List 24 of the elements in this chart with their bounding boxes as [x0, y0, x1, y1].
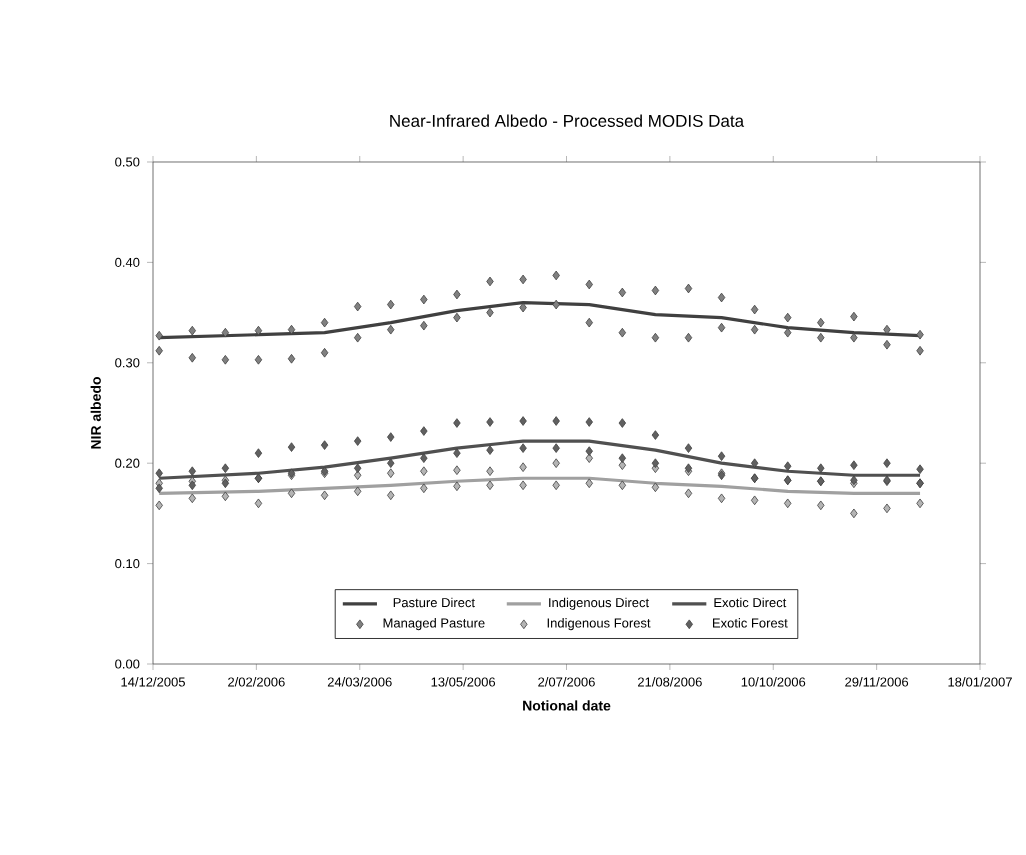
y-tick-label: 0.30 [115, 358, 140, 368]
legend-label: Indigenous Direct [549, 597, 650, 610]
y-tick-label: 0.40 [115, 257, 140, 267]
legend-label: Exotic Forest [713, 618, 788, 628]
legend-label: Pasture Direct [393, 597, 475, 608]
y-tick-label: 0.00 [115, 659, 140, 669]
x-tick-label: 14/12/2005 [121, 677, 185, 687]
x-tick-label: 18/01/2007 [948, 677, 1012, 687]
y-tick-label: 0.50 [115, 157, 140, 167]
legend-label: Indigenous Forest [547, 618, 651, 631]
legend-label: Exotic Direct [714, 597, 787, 608]
y-tick-label: 0.10 [115, 559, 140, 569]
x-tick-label: 13/05/2006 [431, 677, 496, 687]
x-tick-label: 10/10/2006 [741, 677, 806, 687]
y-tick-label: 0.20 [115, 458, 140, 468]
x-tick-label: 2/02/2006 [228, 677, 285, 687]
x-tick-label: 21/08/2006 [638, 677, 702, 687]
legend-label: Managed Pasture [383, 618, 485, 631]
y-axis-title: NIR albedo [90, 377, 101, 449]
x-tick-label: 2/07/2006 [538, 677, 595, 687]
x-axis-title: Notional date [523, 700, 611, 711]
x-tick-label: 24/03/2006 [327, 677, 392, 687]
x-tick-label: 29/11/2006 [845, 677, 909, 687]
chart-title: Near-Infrared Albedo - Processed MODIS Data [390, 114, 745, 127]
